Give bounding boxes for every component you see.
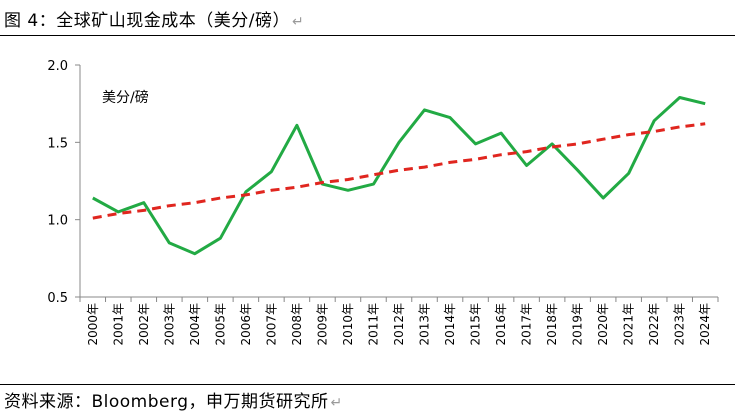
data-point — [449, 116, 452, 119]
data-point — [270, 189, 273, 192]
series-layer — [91, 96, 707, 256]
data-point — [193, 252, 196, 255]
line-chart: 0.51.01.52.0 2000年 2001年 2002年 2003年 2004年 20… — [47, 59, 719, 346]
figure-title-text: 图 4：全球矿山现金成本（美分/磅） — [4, 11, 290, 31]
data-point — [372, 173, 375, 176]
x-tick-label: 2013年 — [418, 303, 432, 346]
data-point — [576, 142, 579, 145]
top-rule — [0, 35, 735, 36]
x-tick-label: 2005年 — [213, 303, 227, 346]
cost-line — [92, 96, 706, 256]
data-point — [423, 108, 426, 111]
data-point — [295, 186, 298, 189]
data-point — [576, 169, 579, 172]
data-point — [602, 197, 605, 200]
x-tick-label: 2020年 — [596, 303, 610, 346]
axes — [79, 65, 718, 298]
data-point — [168, 241, 171, 244]
data-point — [244, 190, 247, 193]
data-point — [244, 193, 247, 196]
figure-title: 图 4：全球矿山现金成本（美分/磅） ↵ — [4, 6, 304, 31]
x-tick-label: 2015年 — [469, 303, 483, 346]
source-note: 资料来源：Bloomberg，申万期货研究所 ↵ — [4, 387, 343, 412]
source-text: 资料来源：Bloomberg，申万期货研究所 — [4, 392, 329, 412]
data-point — [321, 181, 324, 184]
data-point — [423, 166, 426, 169]
data-point — [449, 161, 452, 164]
data-point — [295, 124, 298, 127]
paragraph-mark-icon: ↵ — [330, 395, 343, 411]
data-point — [627, 133, 630, 136]
data-point — [653, 119, 656, 122]
data-point — [500, 132, 503, 135]
x-tick-label: 2002年 — [137, 303, 151, 346]
x-tick-label: 2004年 — [188, 303, 202, 346]
data-point — [551, 142, 554, 145]
x-tick-label: 2000年 — [86, 303, 100, 346]
x-tick-label: 2008年 — [290, 303, 304, 346]
data-point — [500, 153, 503, 156]
data-point — [678, 96, 681, 99]
data-point — [219, 197, 222, 200]
bottom-rule — [0, 384, 735, 385]
x-tick-label: 2009年 — [315, 303, 329, 346]
data-point — [602, 138, 605, 141]
x-tick-label: 2018年 — [545, 303, 559, 346]
x-tick-label: 2001年 — [111, 303, 125, 346]
unit-label: 美分/磅 — [102, 89, 149, 106]
y-tick-label: 1.5 — [47, 136, 68, 151]
x-tick-label: 2010年 — [341, 303, 355, 346]
x-tick-label: 2021年 — [622, 303, 636, 346]
data-point — [142, 201, 145, 204]
y-axis-ticks: 0.5 1.0 1.5 2.0 — [47, 59, 80, 306]
x-tick-label: 2017年 — [520, 303, 534, 346]
x-tick-label: 2006年 — [239, 303, 253, 346]
data-point — [219, 237, 222, 240]
data-point — [270, 170, 273, 173]
x-tick-label: 2003年 — [162, 303, 176, 346]
data-point — [142, 209, 145, 212]
data-point — [117, 212, 120, 215]
data-point — [347, 189, 350, 192]
y-tick-label: 0.5 — [47, 291, 68, 306]
x-tick-label: 2019年 — [571, 303, 585, 346]
data-point — [91, 197, 94, 200]
data-point — [91, 217, 94, 220]
x-tick-label: 2022年 — [647, 303, 661, 346]
data-point — [398, 141, 401, 144]
data-point — [653, 130, 656, 133]
data-point — [474, 142, 477, 145]
x-axis-ticks: 2000年 2001年 2002年 2003年 2004年 2005年 2006年 2007年… — [79, 297, 719, 346]
data-point — [372, 183, 375, 186]
paragraph-mark-icon: ↵ — [291, 14, 305, 30]
x-tick-label: 2023年 — [673, 303, 687, 346]
x-tick-label: 2016年 — [494, 303, 508, 346]
x-tick-label: 2012年 — [392, 303, 406, 346]
data-point — [525, 164, 528, 167]
x-tick-label: 2007年 — [264, 303, 278, 346]
y-tick-label: 2.0 — [47, 59, 68, 74]
x-tick-label: 2024年 — [698, 303, 712, 346]
data-point — [704, 102, 707, 105]
data-point — [168, 204, 171, 207]
data-point — [678, 125, 681, 128]
y-tick-label: 1.0 — [47, 214, 68, 229]
data-point — [193, 201, 196, 204]
data-point — [551, 146, 554, 149]
data-point — [398, 169, 401, 172]
data-point — [474, 158, 477, 161]
x-tick-label: 2011年 — [366, 303, 380, 346]
data-point — [347, 178, 350, 181]
x-tick-label: 2014年 — [443, 303, 457, 346]
trend-line — [92, 122, 706, 220]
data-point — [627, 172, 630, 175]
data-point — [525, 150, 528, 153]
data-point — [704, 122, 707, 125]
